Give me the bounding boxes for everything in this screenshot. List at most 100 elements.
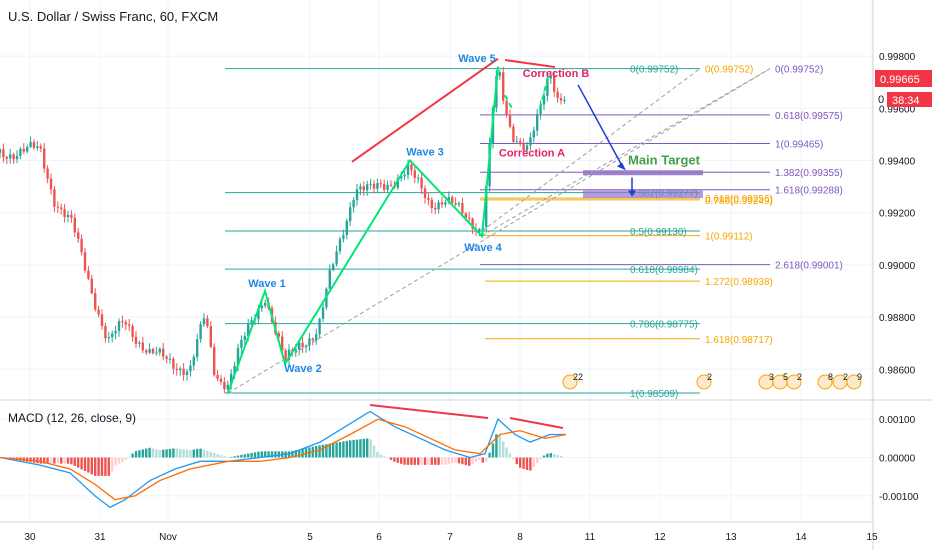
candle-body <box>46 168 49 179</box>
macd-histogram-bar <box>141 449 144 458</box>
macd-histogram-bar <box>43 457 46 464</box>
candle-body <box>148 348 151 353</box>
candle-body <box>182 368 185 376</box>
candle-body <box>417 177 420 179</box>
candle-body <box>162 348 165 357</box>
macd-y-tick-label: 0.00100 <box>879 415 916 426</box>
event-marker <box>846 374 862 390</box>
candle-body <box>236 347 240 366</box>
candle-body <box>400 176 403 179</box>
macd-histogram-bar <box>376 451 379 458</box>
fib-label: 1.618(0.98717) <box>705 335 773 346</box>
macd-histogram-bar <box>80 457 83 470</box>
macd-divergence-line <box>369 404 489 419</box>
macd-histogram-bar <box>247 453 250 458</box>
macd-histogram-bar <box>36 457 39 464</box>
candle-body <box>223 381 226 390</box>
fib-label: 1.618(0.99288) <box>775 186 843 197</box>
macd-histogram-bar <box>175 448 178 458</box>
x-tick-label: 13 <box>725 532 737 543</box>
macd-histogram-bar <box>145 448 148 458</box>
macd-histogram-bar <box>468 457 471 466</box>
x-tick-label: 6 <box>376 532 382 543</box>
candle-body <box>366 184 369 191</box>
x-tick-label: 11 <box>585 532 596 543</box>
fib-label: 1(0.99112) <box>705 232 753 243</box>
candle-body <box>298 342 301 350</box>
macd-histogram-bar <box>131 453 134 458</box>
candle-body <box>32 141 36 148</box>
candle-body <box>379 183 382 185</box>
candle-body <box>301 342 304 348</box>
candle-body <box>104 326 107 339</box>
macd-histogram-bar <box>291 450 294 458</box>
candle-body <box>355 189 359 201</box>
macd-histogram-bar <box>168 448 172 458</box>
macd-histogram-bar <box>349 440 352 458</box>
macd-histogram-bar <box>440 457 444 465</box>
candle-body <box>389 184 393 186</box>
candle-body <box>437 202 440 210</box>
macd-histogram-bar <box>451 457 454 464</box>
candle-body <box>80 238 83 253</box>
event-count: 9 <box>857 372 862 382</box>
macd-histogram-bar <box>437 457 440 465</box>
candle-body <box>124 322 127 325</box>
wave-label: Wave 4 <box>464 242 502 254</box>
macd-histogram-bar <box>182 449 185 458</box>
candle-body <box>56 206 59 208</box>
candle-body <box>423 188 427 199</box>
countdown-badge <box>887 92 932 107</box>
candle-body <box>502 72 505 101</box>
candle-body <box>345 221 348 236</box>
x-tick-label: 14 <box>795 532 807 543</box>
candle-body <box>121 321 124 323</box>
channel-line-dashed <box>481 68 701 232</box>
macd-histogram-bar <box>151 448 155 458</box>
macd-histogram-bar <box>362 438 365 458</box>
macd-histogram-bar <box>179 448 182 458</box>
candle-body <box>94 293 97 310</box>
candle-body <box>107 337 110 339</box>
macd-histogram-bar <box>342 441 345 458</box>
candle-body <box>349 207 352 222</box>
candle-body <box>529 137 532 146</box>
y-tick-label: 0.99600 <box>879 104 916 115</box>
macd-histogram-bar <box>393 457 396 462</box>
macd-histogram-bar <box>250 452 253 458</box>
candle-body <box>369 183 372 185</box>
fib-label: 0.5(0.99130) <box>630 227 687 238</box>
candle-body <box>240 339 243 348</box>
fib-label: 1(0.98509) <box>630 389 678 400</box>
macd-histogram-bar <box>243 454 246 458</box>
candle-body <box>141 342 144 351</box>
wave-labels: Wave 1 Wave 2 Wave 3 Wave 4 Wave 5 Correction… <box>248 53 862 390</box>
candle-body <box>539 104 542 114</box>
candle-body <box>145 350 148 353</box>
macd-histogram-bar <box>488 452 491 458</box>
macd-histogram-bar <box>434 457 437 465</box>
candle-body <box>308 338 311 346</box>
chart-title: U.S. Dollar / Swiss Franc, 60, FXCM <box>8 9 218 24</box>
fib-label: 2.618(0.99001) <box>775 261 843 272</box>
candle-body <box>114 331 117 334</box>
macd-histogram-bar <box>138 450 141 458</box>
macd-histogram-bar <box>328 443 331 458</box>
candle-body <box>49 178 53 190</box>
candle-body <box>542 95 546 105</box>
event-count: 22 <box>573 372 583 382</box>
macd-histogram-bar <box>206 450 209 458</box>
macd-histogram-bar <box>379 454 382 458</box>
candle-body <box>338 238 342 252</box>
candle-body <box>5 157 8 159</box>
macd-histogram-bar <box>400 457 403 464</box>
macd-histogram-bar <box>124 457 127 460</box>
arrow-line <box>577 84 623 167</box>
candle-body <box>430 199 433 208</box>
macd-histogram-bar <box>420 457 423 465</box>
macd-histogram-bar <box>230 456 233 458</box>
macd-y-tick-label: 0.00000 <box>879 454 916 465</box>
macd-histogram-bar <box>427 457 430 465</box>
candle-body <box>294 349 297 352</box>
